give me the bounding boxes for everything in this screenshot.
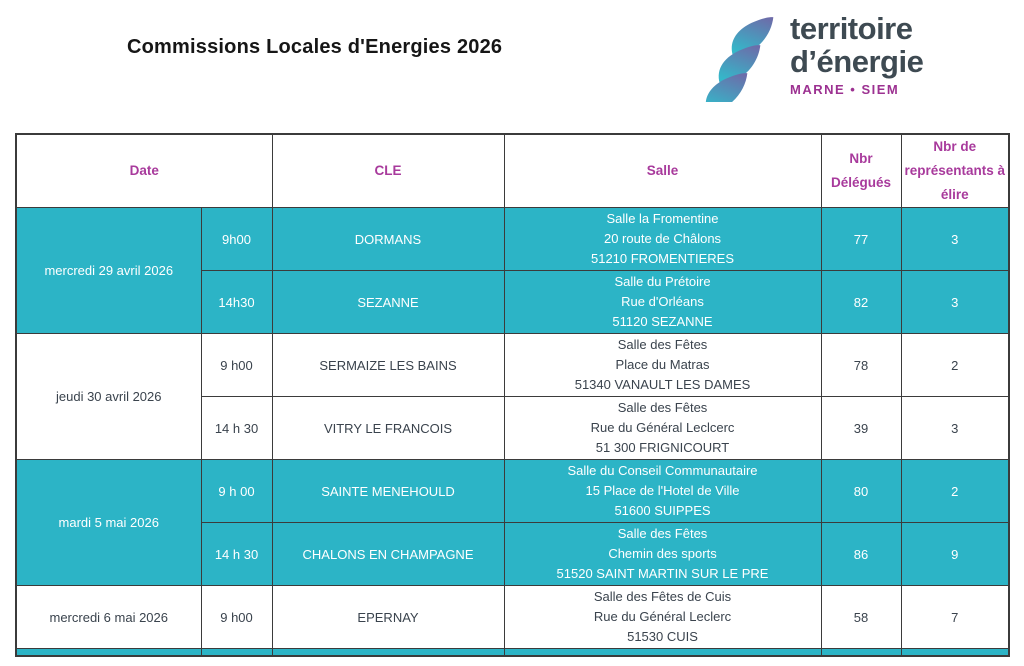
table-row: jeudi 30 avril 2026 9 h00 SERMAIZE LES B… [15,333,1010,460]
date-cell: jeudi 30 avril 2026 [15,333,202,460]
header-cle: CLE [271,133,505,208]
cle-cell: SERMAIZE LES BAINS [271,333,505,397]
salle-line: 51520 SAINT MARTIN SUR LE PRE [556,566,769,581]
delegues-cell: 80 [820,459,902,523]
salle-line: 20 route de Châlons [603,231,722,246]
salle-line: Salle du Prétoire [614,274,711,289]
delegues-cell: 82 [820,270,902,334]
cle-cell: VITRY LE FRANCOIS [271,396,505,460]
commissions-table: Date CLE Salle Nbr Délégués Nbr de repré… [15,133,1011,657]
time-cell: 9 h00 [200,333,273,397]
leaves-logo-icon [705,17,774,102]
delegues-cell: 39 [820,396,902,460]
representants-cell: 2 [900,333,1010,397]
salle-line: 51210 FROMENTIERES [590,251,735,266]
delegues-cell [820,648,902,656]
representants-cell: 2 [900,459,1010,523]
cle-cell: EPERNAY [271,585,505,649]
page-title: Commissions Locales d'Energies 2026 [127,36,503,58]
representants-cell: 3 [900,207,1010,271]
cle-cell: SEZANNE [271,270,505,334]
date-cell [15,648,202,656]
salle-line: 51340 VANAULT LES DAMES [574,377,751,392]
header-row: Date CLE Salle Nbr Délégués Nbr de repré… [15,133,1010,208]
table-row: 14 h 30 VITRY LE FRANCOIS Salle des Fête… [16,396,1010,460]
delegues-cell: 58 [820,585,902,649]
salle-line: Salle des Fêtes [617,400,708,415]
time-cell: 14h30 [200,270,273,334]
logo-word-line2: d’énergie [790,44,924,79]
representants-cell: 9 [900,522,1010,586]
table-row: 14 h 30 CHALONS EN CHAMPAGNE Salle des F… [16,522,1010,586]
cle-cell: DORMANS [271,207,505,271]
logo-word-line1: territoire [790,11,913,46]
salle-cell: Salle des Fêtes Rue du Général Leclcerc … [503,396,822,460]
salle-line: Salle la Fromentine [606,211,719,226]
salle-cell: Salle des Fêtes de Cuis Rue du Général L… [503,585,822,649]
table-row: 14h30 SEZANNE Salle du Prétoire Rue d'Or… [16,270,1010,334]
territoire-energie-logo: territoire d’énergie MARNE • SIEM [698,11,924,102]
time-cell: 14 h 30 [200,522,273,586]
salle-cell [503,648,822,656]
salle-line: Chemin des sports [608,546,717,561]
salle-cell: Salle du Conseil Communautaire 15 Place … [503,459,822,523]
salle-cell: Salle des Fêtes Place du Matras 51340 VA… [503,333,822,397]
representants-cell [900,648,1010,656]
header-date: Date [15,133,273,208]
cle-cell: CHALONS EN CHAMPAGNE [271,522,505,586]
representants-cell: 3 [900,270,1010,334]
salle-line: 51120 SEZANNE [612,314,713,329]
representants-cell: 3 [900,396,1010,460]
delegues-cell: 86 [820,522,902,586]
time-cell: 9 h00 [200,585,273,649]
delegues-cell: 77 [820,207,902,271]
table-row: mercredi 6 mai 2026 9 h00 EPERNAY Salle … [15,585,1010,649]
representants-cell: 7 [900,585,1010,649]
salle-line: 15 Place de l'Hotel de Ville [585,483,740,498]
salle-line: Rue d'Orléans [621,294,704,309]
time-cell: 14 h 30 [200,396,273,460]
salle-cell: Salle la Fromentine 20 route de Châlons … [503,207,822,271]
header-salle: Salle [503,133,822,208]
delegues-cell: 78 [820,333,902,397]
salle-line: 51 300 FRIGNICOURT [595,440,730,455]
table-row-cutoff [15,648,1010,656]
header-nbr-delegues: Nbr Délégués [820,133,902,208]
cle-cell: SAINTE MENEHOULD [271,459,505,523]
time-cell [200,648,273,656]
table-row: mardi 5 mai 2026 9 h 00 SAINTE MENEHOULD… [15,459,1010,586]
salle-line: Rue du Général Leclerc [593,609,732,624]
cle-cell [271,648,505,656]
salle-line: Rue du Général Leclcerc [590,420,735,435]
time-cell: 9 h 00 [200,459,273,523]
salle-line: 51530 CUIS [627,629,698,644]
time-cell: 9h00 [200,207,273,271]
salle-line: Place du Matras [615,357,710,372]
date-cell: mercredi 6 mai 2026 [15,585,202,649]
salle-line: Salle des Fêtes [617,337,708,352]
date-cell: mardi 5 mai 2026 [15,459,202,586]
salle-cell: Salle du Prétoire Rue d'Orléans 51120 SE… [503,270,822,334]
table-row: mercredi 29 avril 2026 9h00 DORMANS Sall… [15,207,1010,334]
logo-wordmark: territoire d’énergie MARNE • SIEM [790,11,924,102]
salle-line: Salle du Conseil Communautaire [567,463,758,478]
salle-line: Salle des Fêtes [617,526,708,541]
salle-cell: Salle des Fêtes Chemin des sports 51520 … [503,522,822,586]
logo-subtitle: MARNE • SIEM [790,82,900,97]
header-nbr-representants: Nbr de représentants à élire [900,133,1010,208]
salle-line: 51600 SUIPPES [614,503,711,518]
salle-line: Salle des Fêtes de Cuis [593,589,732,604]
date-cell: mercredi 29 avril 2026 [15,207,202,334]
